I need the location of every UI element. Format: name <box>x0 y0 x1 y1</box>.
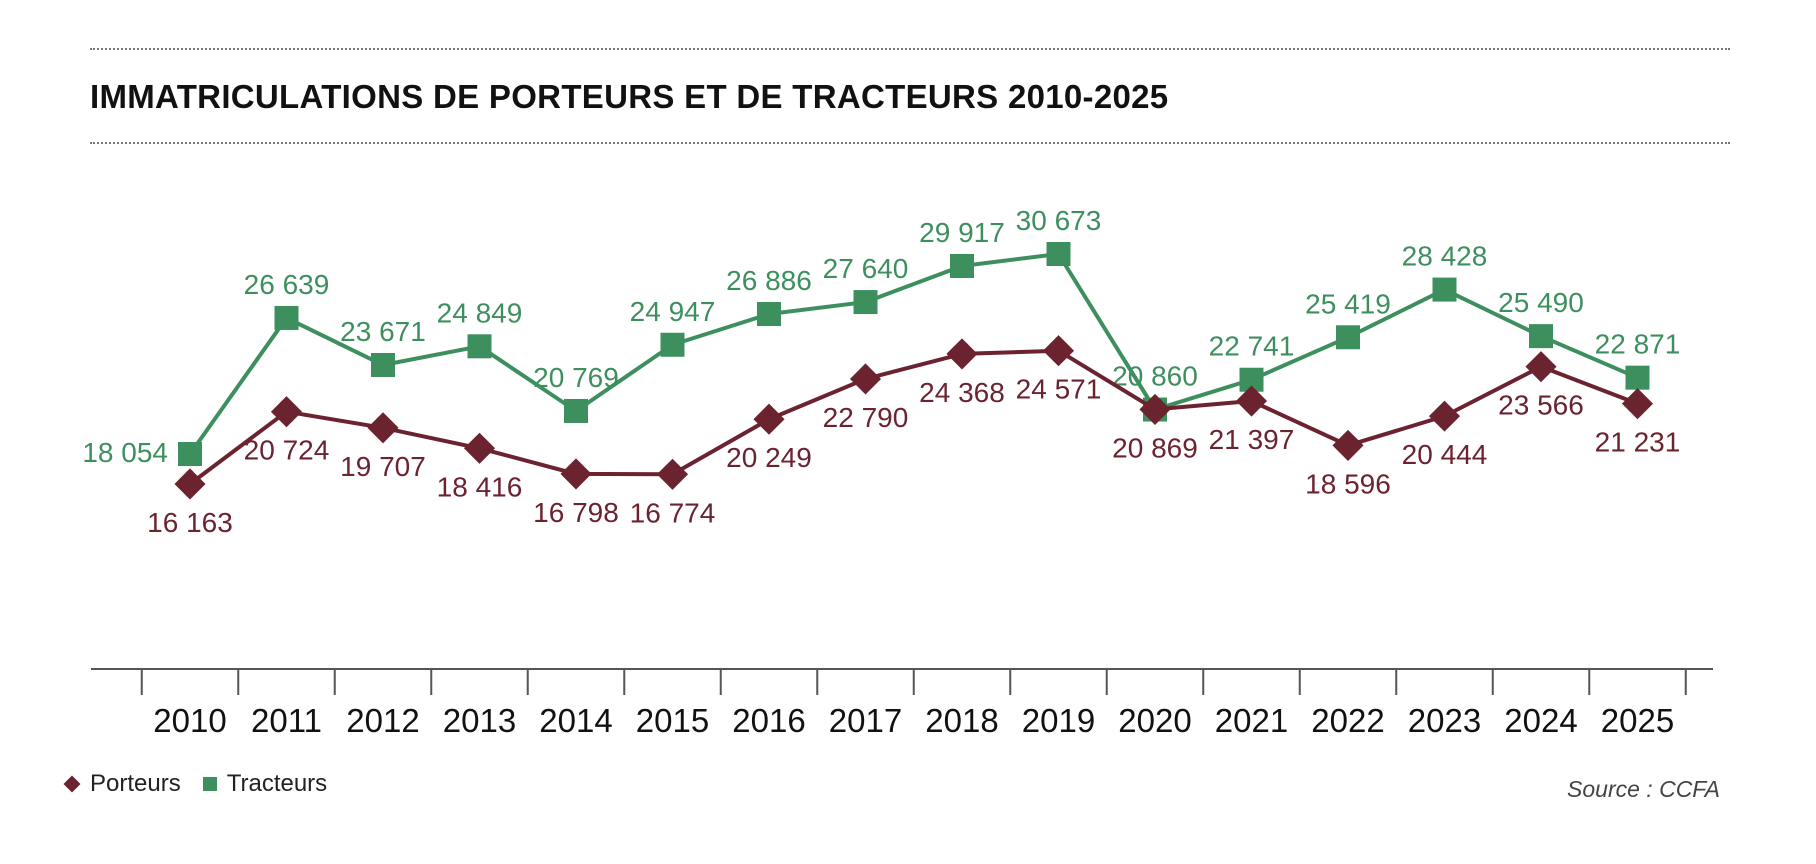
tracteurs-point <box>853 290 878 315</box>
porteurs-data-label: 24 571 <box>1016 374 1102 405</box>
tracteurs-data-label: 18 054 <box>82 437 168 468</box>
x-tick-label: 2014 <box>539 702 612 739</box>
porteurs-data-label: 18 416 <box>437 471 523 502</box>
porteurs-point <box>946 338 978 370</box>
porteurs-data-label: 21 397 <box>1209 424 1295 455</box>
x-tick-label: 2017 <box>829 702 902 739</box>
porteurs-point <box>367 412 399 444</box>
tracteurs-line <box>188 252 1639 456</box>
tracteurs-point <box>1529 324 1553 349</box>
tracteurs-point <box>371 352 395 377</box>
tracteurs-data-label: 27 640 <box>823 253 909 284</box>
tracteurs-point <box>467 334 492 359</box>
tracteurs-data-label: 28 428 <box>1402 241 1488 272</box>
porteurs-point <box>1525 351 1557 383</box>
porteurs-point <box>1621 388 1654 420</box>
tracteurs-point <box>1046 242 1071 266</box>
porteurs-data-label: 23 566 <box>1498 390 1584 421</box>
x-tick-label: 2022 <box>1311 702 1384 739</box>
porteurs-point <box>753 403 785 435</box>
title-dotted-rule <box>90 142 1730 144</box>
porteurs-data-label: 16 774 <box>630 497 716 528</box>
x-tick-label: 2020 <box>1118 702 1191 739</box>
tracteurs-point <box>564 398 588 423</box>
tracteurs-data-label: 24 947 <box>630 296 716 327</box>
tracteurs-point <box>274 305 299 330</box>
porteurs-data-label: 21 231 <box>1595 427 1681 458</box>
porteurs-point <box>1235 385 1268 417</box>
tracteurs-data-label: 22 741 <box>1209 331 1295 362</box>
tracteurs-point <box>660 332 685 357</box>
chart-title: IMMATRICULATIONS DE PORTEURS ET DE TRACT… <box>90 78 1169 115</box>
tracteurs-point <box>1336 325 1360 350</box>
legend: Porteurs Tracteurs <box>62 770 327 798</box>
tracteurs-data-label: 25 419 <box>1305 288 1391 319</box>
tracteurs-legend-square-icon <box>202 777 217 791</box>
porteurs-point <box>1139 393 1171 425</box>
porteurs-legend-diamond-icon <box>63 775 81 793</box>
tracteurs-data-label: 23 671 <box>340 316 426 347</box>
porteurs-point <box>656 458 689 490</box>
porteurs-data-label: 24 368 <box>919 377 1005 408</box>
porteurs-data-label: 16 163 <box>147 507 233 538</box>
porteurs-point <box>270 396 303 428</box>
porteurs-point <box>174 468 206 500</box>
tracteurs-data-label: 25 490 <box>1498 287 1584 318</box>
porteurs-data-label: 16 798 <box>533 497 619 528</box>
source-note: Source : CCFA <box>1567 776 1720 802</box>
porteurs-data-label: 20 724 <box>244 435 330 466</box>
x-tick-label: 2012 <box>346 702 419 739</box>
x-tick-label: 2024 <box>1504 702 1577 739</box>
x-tick-label: 2021 <box>1215 702 1288 739</box>
porteurs-point <box>1428 400 1461 432</box>
porteurs-data-label: 22 790 <box>823 402 909 433</box>
porteurs-data-label: 20 249 <box>726 442 812 473</box>
tracteurs-point <box>178 442 202 467</box>
x-tick-label: 2015 <box>636 702 709 739</box>
tracteurs-point <box>757 302 781 327</box>
tracteurs-point <box>1625 365 1650 390</box>
x-tick-label: 2010 <box>153 702 226 739</box>
x-tick-label: 2025 <box>1601 702 1674 739</box>
legend-porteurs: Porteurs <box>90 770 181 797</box>
porteurs-point <box>849 363 882 395</box>
x-tick-label: 2013 <box>443 702 516 739</box>
tracteurs-point <box>1432 277 1457 302</box>
porteurs-point <box>1332 429 1364 461</box>
tracteurs-data-label: 26 639 <box>244 269 330 300</box>
porteurs-data-label: 19 707 <box>340 451 426 482</box>
x-tick-label: 2019 <box>1022 702 1095 739</box>
porteurs-data-label: 20 444 <box>1402 439 1488 470</box>
tracteurs-point <box>950 253 974 278</box>
porteurs-point <box>463 432 496 464</box>
x-tick-label: 2023 <box>1408 702 1481 739</box>
x-tick-label: 2016 <box>732 702 805 739</box>
porteurs-line <box>188 348 1639 486</box>
porteurs-data-label: 18 596 <box>1305 468 1391 499</box>
legend-tracteurs: Tracteurs <box>226 770 328 797</box>
tracteurs-data-label: 26 886 <box>726 265 812 296</box>
tracteurs-data-label: 30 673 <box>1016 205 1102 236</box>
porteurs-data-label: 20 869 <box>1112 432 1198 463</box>
porteurs-point <box>560 458 592 490</box>
tracteurs-data-label: 20 860 <box>1112 361 1198 392</box>
tracteurs-data-label: 20 769 <box>533 362 619 393</box>
tracteurs-data-label: 22 871 <box>1595 329 1681 360</box>
top-dotted-rule <box>90 48 1730 50</box>
tracteurs-data-label: 24 849 <box>437 297 523 328</box>
x-tick-label: 2011 <box>251 702 322 739</box>
porteurs-point <box>1042 335 1075 367</box>
x-tick-label: 2018 <box>925 702 998 739</box>
tracteurs-data-label: 29 917 <box>919 217 1005 248</box>
